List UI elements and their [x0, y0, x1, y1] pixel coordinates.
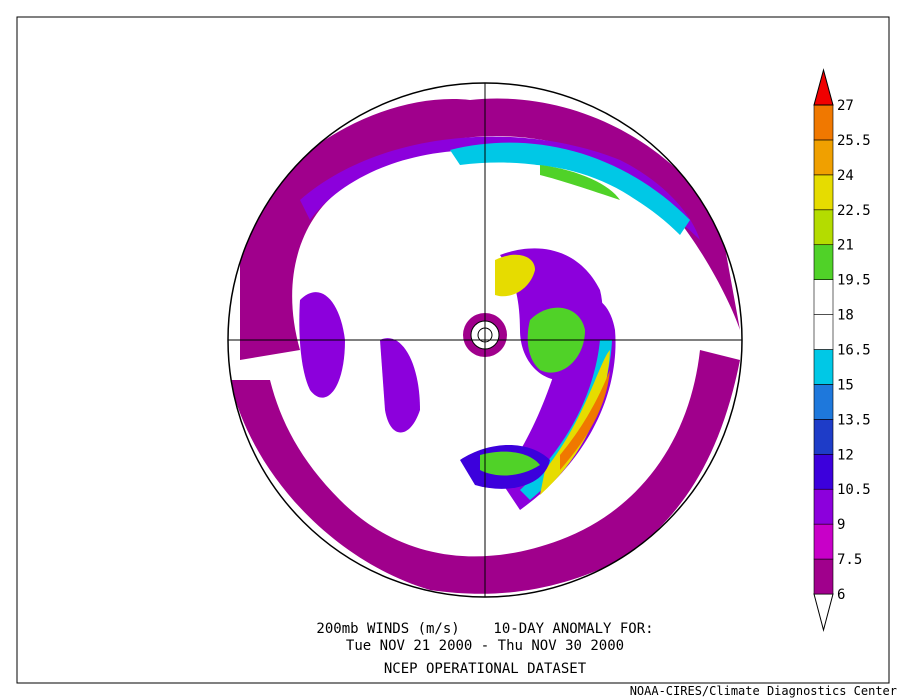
colorbar-label: 25.5	[837, 133, 871, 149]
colorbar-label: 16.5	[837, 343, 871, 359]
colorbar-label: 10.5	[837, 482, 871, 498]
caption-line: Tue NOV 21 2000 - Thu NOV 30 2000	[346, 638, 624, 654]
colorbar-label: 12	[837, 447, 854, 463]
colorbar-segment	[813, 384, 834, 420]
colorbar-segment	[813, 279, 834, 315]
colorbar-segment	[813, 419, 834, 455]
colorbar-segment	[813, 523, 834, 560]
colorbar-segment	[813, 174, 834, 211]
colorbar: 6 7.5 9 10.5 12 13.5 15 16.5 18 19.5 21 22.5 24 25.5 2…	[813, 68, 871, 632]
colorbar-label: 21	[837, 238, 854, 254]
colorbar-segment	[813, 244, 834, 280]
footer: NOAA-CIRES/Climate Diagnostics Center	[630, 684, 897, 698]
colorbar-label: 19.5	[837, 273, 871, 289]
colorbar-label: 13.5	[837, 412, 871, 428]
colorbar-segment	[813, 349, 834, 385]
colorbar-label: 22.5	[837, 203, 871, 219]
colorbar-label: 9	[837, 517, 845, 533]
colorbar-label: 7.5	[837, 552, 862, 568]
colorbar-segment	[813, 139, 834, 176]
colorbar-segment	[813, 104, 834, 141]
colorbar-label: 15	[837, 377, 854, 393]
colorbar-segment	[813, 209, 834, 246]
colorbar-label: 27	[837, 98, 854, 114]
frame	[16, 16, 890, 684]
colorbar-label: 18	[837, 308, 854, 324]
caption-line: NCEP OPERATIONAL DATASET	[384, 661, 587, 677]
caption-line: 200mb WINDS (m/s) 10-DAY ANOMALY FOR:	[316, 621, 653, 637]
colorbar-segment	[813, 314, 834, 350]
colorbar-segment	[813, 488, 834, 525]
wind-field	[228, 83, 742, 597]
colorbar-extension	[813, 593, 834, 632]
colorbar-label: 24	[837, 168, 854, 184]
colorbar-extension	[813, 68, 834, 106]
colorbar-segment	[813, 558, 834, 595]
colorbar-segment	[813, 453, 834, 490]
colorbar-label: 6	[837, 587, 845, 603]
